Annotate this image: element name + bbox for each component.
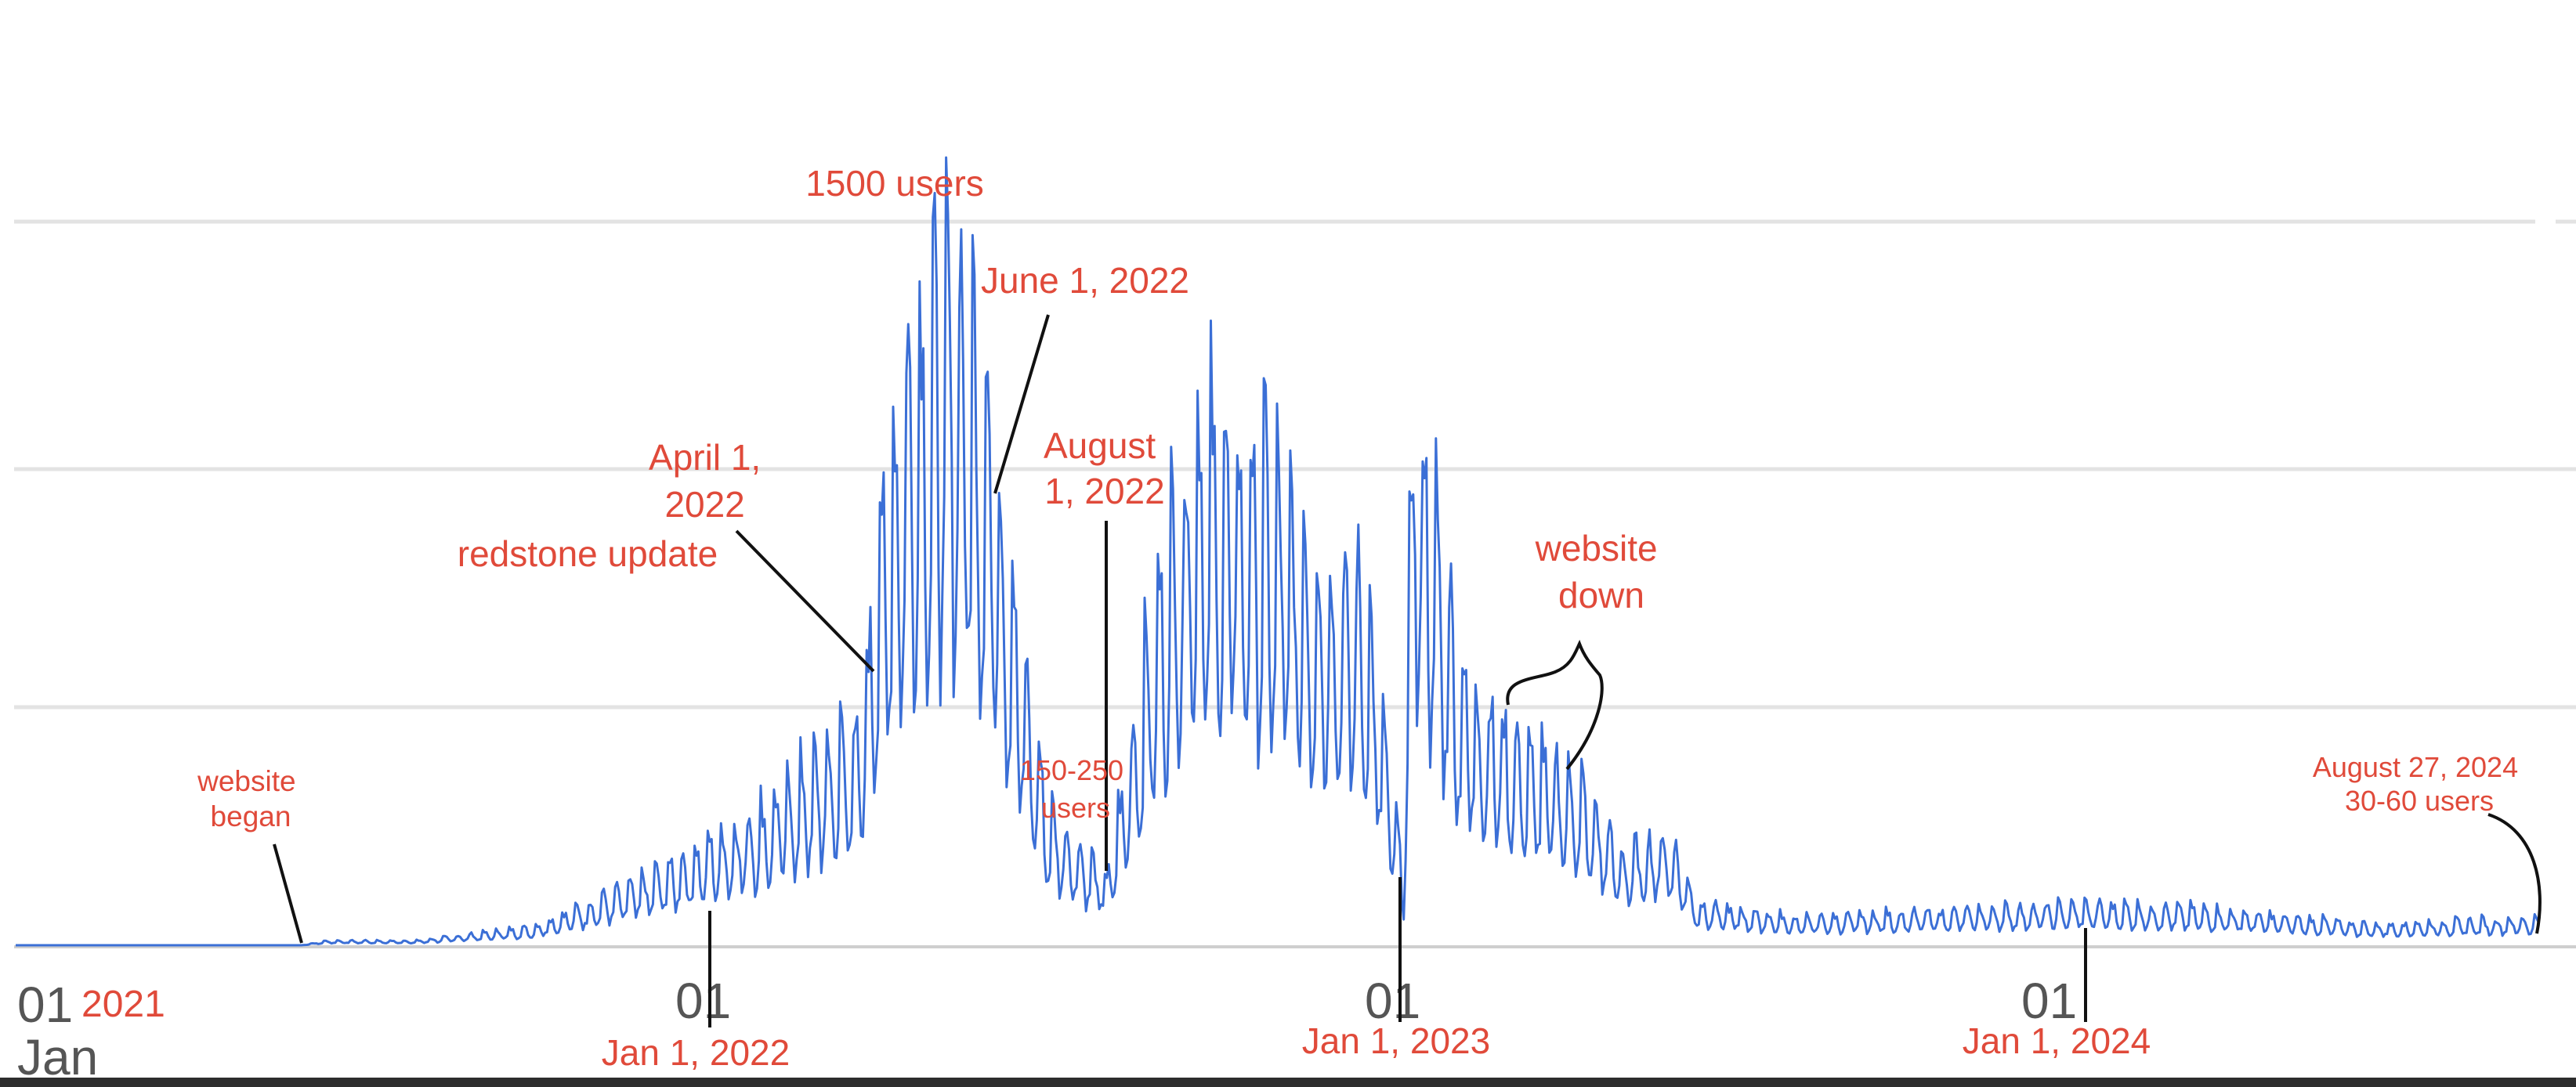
annotation-jan-1-2022: Jan 1, 2022: [602, 1032, 790, 1073]
annotation-website-down: website down: [1535, 528, 1668, 616]
annotation-august-27-2024: August 27, 2024 30-60 users: [2313, 751, 2526, 817]
x-tick-label: 01: [2021, 973, 2077, 1029]
annotation-august-2022: August 1, 2022: [1044, 425, 1166, 511]
annotation-150-250-users: 150-250 users: [1020, 754, 1131, 824]
annotation-website-began: website began: [197, 765, 304, 832]
annotation-brace-website-down: [1506, 639, 1604, 771]
annotation-1500-users: 1500 users: [805, 163, 984, 204]
x-tick-label: 01: [1365, 973, 1420, 1029]
series-line: [16, 156, 2540, 947]
x-tick-label: 01: [675, 973, 731, 1029]
x-tick-month-label: Jan: [17, 1029, 98, 1085]
annotation-pointer-august-2024: [2487, 813, 2542, 934]
annotation-pointer-june-2022: [993, 314, 1050, 494]
x-tick-year-label: 2021: [81, 984, 165, 1025]
annotation-pointer-website-began: [273, 843, 303, 944]
annotation-jan-1-2024: Jan 1, 2024: [1963, 1020, 2151, 1061]
annotation-april-2022: April 1, 2022 redstone update: [458, 437, 771, 574]
x-tick-label: 01: [17, 977, 73, 1033]
bottom-edge-bar: [0, 1078, 2576, 1087]
annotation-jan-1-2023: Jan 1, 2023: [1302, 1020, 1490, 1061]
annotation-pointer-april-2022: [735, 529, 875, 673]
annotation-june-2022: June 1, 2022: [981, 260, 1189, 301]
